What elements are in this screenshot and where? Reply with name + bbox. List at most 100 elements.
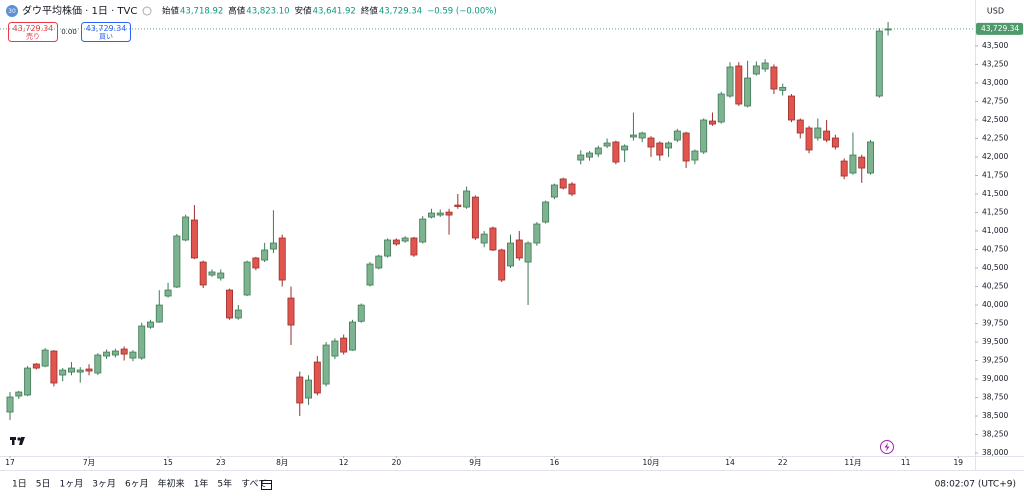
candle-body xyxy=(401,237,409,242)
y-tick-label: 38,750 xyxy=(982,393,1008,402)
candle-body xyxy=(840,160,848,177)
range-button[interactable]: 3ヶ月 xyxy=(92,479,116,490)
x-tick-label: 19 xyxy=(954,458,964,467)
y-tick-label: 39,500 xyxy=(982,337,1008,346)
candle-body xyxy=(348,321,356,351)
candle-body xyxy=(647,137,655,148)
candle-body xyxy=(463,190,471,208)
candle-body xyxy=(559,178,567,189)
candle-body xyxy=(603,142,611,147)
candle-body xyxy=(15,391,23,397)
ohlc-value: 43,641.92 xyxy=(313,7,356,17)
y-tick-label: 38,500 xyxy=(982,411,1008,420)
change: −0.59 (−0.00%) xyxy=(427,7,497,17)
candle-body xyxy=(164,289,172,297)
range-button[interactable]: 6ヶ月 xyxy=(125,479,149,490)
candle-body xyxy=(796,119,804,134)
x-tick-label: 17 xyxy=(5,458,15,467)
range-button[interactable]: 1日 xyxy=(12,479,27,490)
sell-button[interactable] xyxy=(8,22,58,42)
y-tick-label: 40,750 xyxy=(982,244,1008,253)
candle-body xyxy=(190,219,198,259)
x-tick-label: 7月 xyxy=(83,458,95,467)
candle-body xyxy=(717,93,725,123)
candle-body xyxy=(586,152,594,158)
candle-body xyxy=(419,218,427,243)
calendar-icon[interactable] xyxy=(261,480,272,490)
candle-body xyxy=(59,369,67,376)
candle-body xyxy=(331,340,339,357)
candle-body xyxy=(428,212,435,218)
candle-body xyxy=(831,137,839,148)
ohlc-legend: 始値 43,718.92 高値 43,823.10 安値 43,641.92 終値 43,72… xyxy=(162,6,497,17)
last-price-box xyxy=(976,22,1023,35)
candle-body xyxy=(322,344,330,385)
y-tick-label: 41,000 xyxy=(982,226,1008,235)
x-tick-label: 23 xyxy=(216,458,226,467)
spread: 0.00 xyxy=(61,28,77,36)
candle-body xyxy=(269,242,277,250)
x-tick-label: 20 xyxy=(392,458,402,467)
candle-body xyxy=(287,297,295,326)
candle-body xyxy=(24,367,32,396)
x-tick-label: 10月 xyxy=(642,458,659,467)
candle-body xyxy=(32,363,40,369)
candle-body xyxy=(507,242,514,267)
candle-body xyxy=(155,304,163,323)
y-tick-label: 41,500 xyxy=(982,189,1008,198)
candle-body xyxy=(568,183,576,195)
ohlc-label: 安値 xyxy=(295,6,313,17)
range-button[interactable]: 1ヶ月 xyxy=(59,479,83,490)
candle-body xyxy=(375,255,383,269)
candle-body xyxy=(752,65,760,75)
symbol-icon xyxy=(6,5,18,17)
candle-body xyxy=(50,350,58,384)
candle-body xyxy=(550,184,558,198)
candle-body xyxy=(111,350,119,356)
candle-body xyxy=(542,201,550,223)
ohlc-value: 43,729.34 xyxy=(379,7,422,17)
x-tick-label: 11 xyxy=(901,458,911,467)
candle-body xyxy=(278,237,286,281)
candle-body xyxy=(665,142,673,149)
candle-body xyxy=(120,348,128,355)
candle-body xyxy=(138,325,146,359)
y-tick-label: 42,500 xyxy=(982,115,1008,124)
candle-body xyxy=(814,127,822,139)
candle-body xyxy=(305,379,313,399)
currency[interactable]: USD xyxy=(987,7,1004,16)
range-button[interactable]: 年初来 xyxy=(158,478,185,490)
x-tick-label: 8月 xyxy=(276,458,288,467)
sell-price: 43,729.34 xyxy=(13,24,54,33)
eye-icon[interactable] xyxy=(142,6,152,16)
candle-body xyxy=(805,127,813,151)
candle-body xyxy=(243,261,251,296)
candle-body xyxy=(621,145,629,151)
range-button[interactable]: すべて xyxy=(241,479,267,490)
symbol-title[interactable]: ダウ平均株価 · 1日 · TVC xyxy=(22,4,137,17)
candle-body xyxy=(656,142,664,156)
y-tick-label: 40,250 xyxy=(982,281,1008,290)
candle-body xyxy=(6,396,14,413)
candle-body xyxy=(498,249,506,281)
ohlc-label: 始値 xyxy=(162,6,180,17)
candle-body xyxy=(700,119,708,153)
candle-body xyxy=(735,65,743,105)
range-button[interactable]: 5日 xyxy=(36,479,51,490)
y-tick-label: 38,250 xyxy=(982,430,1008,439)
candle-body xyxy=(454,204,462,207)
range-button[interactable]: 5年 xyxy=(217,478,232,490)
candle-body xyxy=(357,304,365,322)
buy-button[interactable] xyxy=(81,22,131,42)
candle-body xyxy=(524,242,532,263)
candle-body xyxy=(480,233,488,244)
candle-body xyxy=(577,154,585,161)
range-button[interactable]: 1年 xyxy=(194,478,209,490)
x-tick-label: 11月 xyxy=(844,458,861,467)
candle-body xyxy=(68,367,75,373)
candle-body xyxy=(471,196,479,239)
y-tick-label: 42,000 xyxy=(982,152,1008,161)
candle-body xyxy=(173,235,181,288)
x-tick-label: 9月 xyxy=(469,458,481,467)
